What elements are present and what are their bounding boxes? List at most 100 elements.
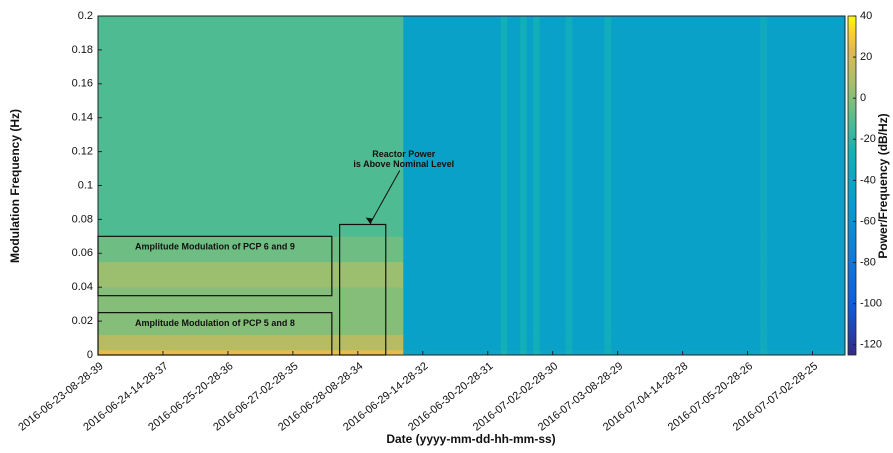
colorbar-tick-label: -60 [860, 215, 876, 227]
spectrogram-cell [500, 287, 508, 335]
spectrogram-cell [767, 287, 846, 335]
spectrogram-cell [611, 261, 618, 288]
y-axis-label: Modulation Frequency (Hz) [8, 109, 22, 263]
annotation-box [97, 312, 333, 356]
spectrogram-cell [617, 236, 761, 263]
colorbar-tick-label: -20 [860, 133, 876, 145]
spectrogram-cell [611, 236, 618, 263]
spectrogram-cell [611, 16, 618, 237]
y-tick-label: 0.1 [78, 179, 93, 191]
spectrogram-cell [403, 349, 502, 356]
spectrogram-cell [611, 349, 618, 356]
spectrogram-cell [611, 287, 618, 335]
spectrogram-cell [572, 349, 599, 356]
spectrogram-cell [507, 287, 521, 335]
spectrogram-cell [526, 261, 534, 288]
spectrogram-cell [526, 349, 534, 356]
annotation-text: Amplitude Modulation of PCP 5 and 8 [135, 318, 295, 328]
spectrogram-cell [598, 261, 605, 288]
spectrogram-cell [604, 334, 612, 351]
y-tick-label: 0.18 [72, 44, 93, 56]
spectrogram-cell [500, 334, 508, 351]
colorbar-tick-label: -100 [860, 298, 882, 310]
spectrogram-cell [572, 261, 599, 288]
spectrogram-cell [526, 334, 534, 351]
spectrogram-cell [767, 236, 846, 263]
spectrogram-cell [565, 334, 573, 351]
spectrogram-cell [565, 16, 573, 237]
colorbar-tick-label: 0 [860, 92, 866, 104]
spectrogram-cell [598, 287, 605, 335]
spectrogram-cell [552, 16, 566, 237]
y-tick-label: 0.12 [72, 146, 93, 158]
spectrogram-cell [565, 287, 573, 335]
spectrogram-cell [520, 261, 528, 288]
spectrogram-cell [539, 287, 547, 335]
spectrogram-cell [403, 334, 502, 351]
spectrogram-cell [598, 334, 605, 351]
y-tick-label: 0.02 [72, 315, 93, 327]
spectrogram-cell [403, 236, 502, 263]
x-axis-label: Date (yyyy-mm-dd-hh-mm-ss) [386, 432, 555, 446]
spectrogram-cell [565, 349, 573, 356]
spectrogram-cell [604, 349, 612, 356]
spectrogram-cell [604, 16, 612, 237]
spectrogram-cell [526, 287, 534, 335]
colorbar-tick-label: 20 [860, 51, 872, 63]
spectrogram-cell [539, 261, 547, 288]
colorbar-tick-label: -80 [860, 256, 876, 268]
spectrogram-cell [760, 261, 768, 288]
spectrogram-cell [604, 261, 612, 288]
spectrogram-cell [604, 236, 612, 263]
annotation-text: Amplitude Modulation of PCP 6 and 9 [135, 242, 295, 252]
spectrogram-cell [598, 16, 605, 237]
spectrogram-cell [546, 287, 553, 335]
spectrogram-cell [533, 287, 541, 335]
spectrogram-cell [565, 236, 573, 263]
spectrogram-cell [520, 334, 528, 351]
spectrogram-cell [572, 287, 599, 335]
colorbar-tick-label: 40 [860, 10, 872, 22]
y-tick-label: 0.16 [72, 78, 93, 90]
y-tick-label: 0.06 [72, 247, 93, 259]
annotation-text: is Above Nominal Level [353, 159, 454, 169]
spectrogram-cell [546, 349, 553, 356]
spectrogram-cell [552, 261, 566, 288]
spectrogram-cell [98, 236, 404, 263]
y-tick-label: 0.08 [72, 213, 93, 225]
spectrogram-cell [98, 334, 404, 351]
spectrogram-cell [572, 16, 599, 237]
spectrogram-cell [767, 349, 846, 356]
spectrogram-cell [546, 16, 553, 237]
spectrogram-cell [403, 16, 502, 237]
colorbar-tick-label: -40 [860, 174, 876, 186]
spectrogram-cell [526, 236, 534, 263]
spectrogram-cell [500, 349, 508, 356]
y-tick-label: 0.2 [78, 10, 93, 22]
spectrogram-cell [552, 236, 566, 263]
spectrogram-cell [552, 334, 566, 351]
spectrogram-cell [539, 16, 547, 237]
spectrogram-cell [500, 261, 508, 288]
spectrogram-cell [546, 236, 553, 263]
spectrogram-cell [767, 261, 846, 288]
spectrogram-cell [539, 236, 547, 263]
annotation-text: Reactor Power [372, 149, 436, 159]
spectrogram-cell [533, 334, 541, 351]
spectrogram-cell [617, 349, 761, 356]
spectrogram-cell [520, 349, 528, 356]
spectrogram-cell [767, 16, 846, 237]
spectrogram-cell [403, 287, 502, 335]
spectrogram-cell [760, 236, 768, 263]
spectrogram-cell [500, 236, 508, 263]
spectrogram-cell [565, 261, 573, 288]
spectrogram-cell [539, 349, 547, 356]
annotation-box [339, 223, 387, 356]
spectrogram-cell [520, 287, 528, 335]
annotation-arrow [370, 170, 401, 223]
y-tick-label: 0.14 [72, 112, 93, 124]
spectrogram-cell [611, 334, 618, 351]
y-tick-label: 0.04 [72, 281, 93, 293]
spectrogram-cell [604, 287, 612, 335]
